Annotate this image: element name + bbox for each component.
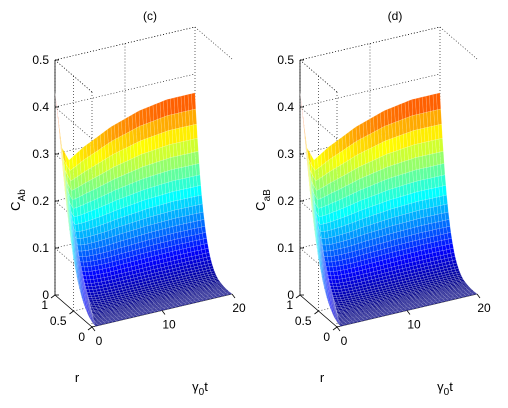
t-axis-label-tail: t [204,379,208,394]
t-tick-mark [91,326,96,332]
t-axis-label: γ0t [437,379,453,398]
surface-cell [442,185,447,197]
r-axis-label: r [75,370,80,385]
surface-cell [202,232,207,240]
surface-cell [192,108,197,126]
z-tick-label: 0 [42,288,49,302]
z-tick-label: 0.1 [277,241,294,255]
surface-cell [438,123,443,140]
r-tick-label: 0.5 [295,314,312,328]
r-tick-mark [295,294,301,299]
t-tick-mark [406,310,411,315]
z-tick-label: 0.1 [32,241,49,255]
surface-cell [191,92,196,111]
z-axis-label: CAb [8,189,28,211]
surface-cell [195,163,201,176]
z-tick-label: 0.3 [277,147,294,161]
surface-cell [443,203,449,214]
r-tick-label: 1 [286,298,293,312]
r-tick-mark [332,326,338,331]
z-tick-label: 0.3 [32,147,49,161]
z-axis-label-sub: Ab [17,189,28,202]
r-axis-label: r [320,370,325,385]
surface-cell [448,243,454,250]
t-axis-label-main: γ [437,379,444,394]
surface-cell [199,211,205,221]
t-tick-label: 20 [232,301,246,315]
surface-cell [448,237,453,245]
t-tick-label: 10 [407,318,421,332]
r-tick-label: 0 [78,330,85,344]
z-tick-label: 0.4 [277,100,294,114]
r-tick-label: 0 [323,330,330,344]
surface-cell [441,174,447,187]
t-tick-label: 0 [341,334,348,348]
surface-cell [437,108,442,126]
z-axis-label-main: C [253,201,268,210]
surface-cell [198,194,203,205]
z-tick-label: 0.2 [277,194,294,208]
surface-cell [200,219,206,228]
t-tick-label: 20 [477,301,491,315]
surface-cell [194,151,200,165]
t-axis-label-sub: 0 [444,387,450,398]
surface-cell [193,123,198,140]
t-axis-label-main: γ [192,379,199,394]
t-tick-mark [336,326,341,332]
surface-mesh [299,92,478,327]
t-axis-label: γ0t [192,379,208,398]
t-axis-label-sub: 0 [199,387,205,398]
surface-cell [436,92,441,111]
t-tick-label: 0 [96,334,103,348]
t-tick-mark [161,310,166,315]
r-tick-mark [87,326,93,331]
z-tick-label: 0.5 [32,53,49,67]
r-tick-mark [50,294,56,299]
surface-cell [196,174,202,187]
surface-cell [447,232,452,240]
surface-cell [198,203,204,214]
r-tick-mark [314,310,319,315]
surface-cell [440,163,446,176]
surface-cell [201,225,207,234]
t-axis-label-tail: t [449,379,453,394]
surface-cell [193,137,199,153]
z-axis-label-sub: aB [262,189,273,202]
z-tick-label: 0.2 [32,194,49,208]
z-tick-label: 0 [287,288,294,302]
z-axis-label: CaB [253,189,273,211]
surface-cell [203,243,209,250]
panel-label: (c) [143,9,157,23]
t-tick-mark [231,293,236,299]
panel-label: (d) [388,9,403,23]
surface-cell [444,211,450,221]
t-tick-mark [476,293,481,299]
z-tick-label: 0.5 [277,53,294,67]
surface-cell [445,219,451,228]
surface-cell [439,151,445,165]
surface-cell [438,137,444,153]
t-tick-label: 10 [162,318,176,332]
z-axis-label-main: C [8,201,23,210]
z-tick-label: 0.4 [32,100,49,114]
r-tick-label: 0.5 [50,314,67,328]
surface-cell [197,185,202,197]
surface-cell [203,237,208,245]
r-tick-mark [69,310,74,315]
surface-cell [446,225,452,234]
r-tick-label: 1 [41,298,48,312]
surface-mesh [54,92,233,327]
surface-cell [443,194,448,205]
